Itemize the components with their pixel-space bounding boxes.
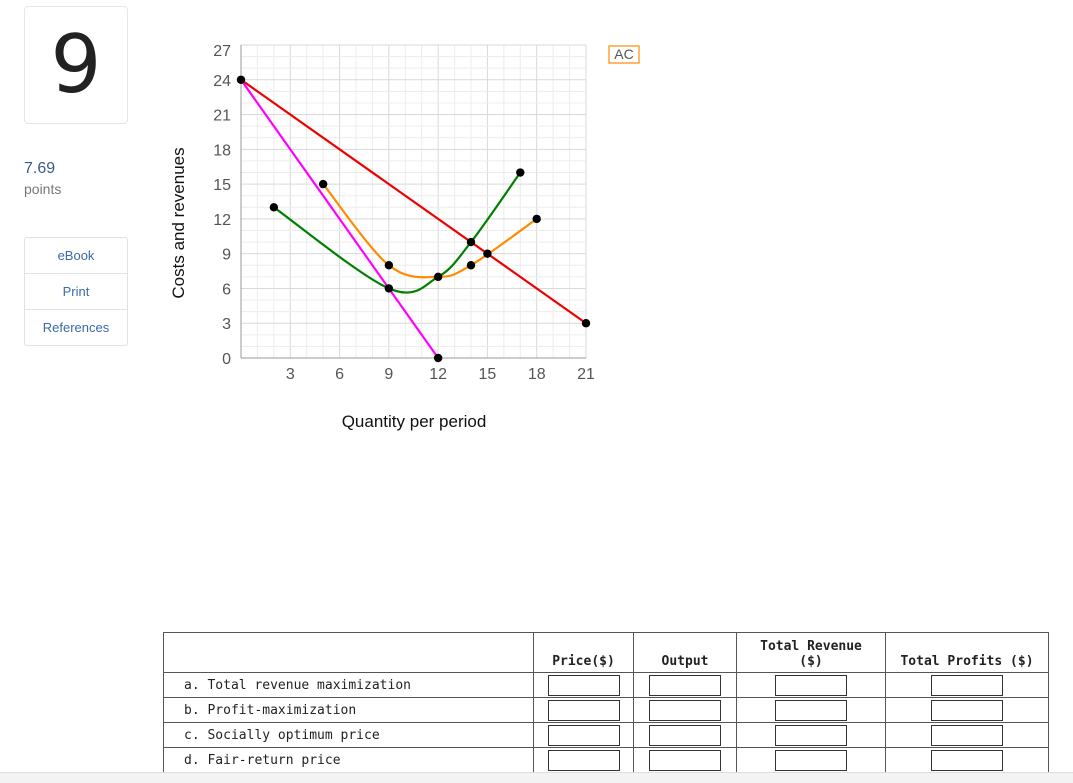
x-tick-label: 21 (577, 366, 595, 383)
x-tick-label: 18 (528, 366, 546, 383)
revenue-input-c[interactable] (775, 724, 847, 746)
price-input-d[interactable] (547, 749, 620, 771)
header-total-profits: Total Profits ($) (885, 632, 1049, 673)
y-tick-label: 3 (222, 316, 231, 333)
points-value: 7.69 (24, 160, 56, 177)
answer-table: Price($) Output Total Revenue ($) Total P… (163, 632, 1049, 773)
y-axis-title: Costs and revenues (169, 147, 188, 298)
ebook-link[interactable]: eBook (25, 238, 127, 274)
data-point (466, 261, 476, 270)
data-point (532, 214, 541, 224)
series-line-3 (240, 79, 440, 359)
points-label: points (24, 181, 62, 197)
header-total-revenue-line2: ($) (799, 654, 823, 669)
profits-input-b[interactable] (931, 699, 1003, 721)
price-input-c[interactable] (547, 724, 620, 746)
revenue-input-a[interactable] (775, 674, 847, 696)
y-tick-label: 24 (213, 73, 231, 90)
header-price: Price($) (533, 632, 634, 673)
y-tick-label: 9 (222, 247, 231, 264)
data-point (384, 284, 394, 293)
row-label-c: c. Socially optimum price (163, 722, 534, 748)
revenue-input-d[interactable] (775, 749, 847, 771)
y-tick-label: 0 (222, 351, 231, 368)
x-tick-label: 9 (384, 366, 393, 383)
output-input-b[interactable] (649, 699, 721, 721)
output-input-a[interactable] (649, 674, 721, 696)
table-row: b. Profit-maximization (163, 697, 1049, 723)
row-label-d: d. Fair-return price (163, 747, 534, 773)
header-output: Output (633, 632, 737, 673)
x-tick-label: 6 (335, 366, 344, 383)
revenue-input-b[interactable] (775, 699, 847, 721)
data-point (318, 179, 328, 189)
series-line-2 (240, 78, 587, 325)
data-point (384, 261, 394, 270)
profits-input-a[interactable] (931, 674, 1003, 696)
x-tick-label: 15 (479, 366, 497, 383)
output-input-d[interactable] (649, 749, 721, 771)
x-tick-label: 3 (286, 366, 295, 383)
ac-annotation: AC (608, 45, 640, 64)
y-tick-label: 15 (213, 177, 231, 194)
question-number: 9 (50, 18, 102, 111)
header-total-revenue-line1: Total Revenue (760, 639, 862, 654)
y-tick-label: 21 (213, 108, 231, 125)
cost-revenue-chart: 3 6 9 12 15 18 21 0 3 6 9 12 15 18 21 24 27 AC Costs and… (169, 43, 640, 431)
table-header-row: Price($) Output Total Revenue ($) Total P… (163, 632, 1049, 673)
question-number-box: 9 (24, 6, 128, 124)
chart-markers (236, 75, 591, 363)
references-link[interactable]: References (42, 320, 110, 335)
data-point (483, 249, 492, 258)
data-point (516, 168, 525, 177)
profits-input-d[interactable] (931, 749, 1003, 771)
x-tick-label: 12 (429, 366, 447, 383)
data-point (433, 353, 443, 363)
x-axis-title: Quantity per period (342, 412, 487, 431)
y-tick-label: 18 (213, 142, 231, 159)
output-input-c[interactable] (649, 724, 721, 746)
y-tick-label: 6 (222, 281, 231, 298)
table-row: c. Socially optimum price (163, 722, 1049, 748)
table-row: a. Total revenue maximization (163, 672, 1049, 698)
chart-grid (240, 44, 587, 359)
ac-annotation-label: AC (614, 46, 633, 62)
data-point (269, 203, 279, 212)
table-row: d. Fair-return price (163, 747, 1049, 773)
y-tick-label: 12 (213, 212, 231, 229)
data-point (466, 237, 476, 247)
side-links-panel: eBook Print References (24, 237, 128, 346)
header-total-revenue: Total Revenue ($) (736, 632, 886, 673)
row-label-a: a. Total revenue maximization (163, 672, 534, 698)
y-tick-label-partial: 27 (213, 43, 231, 60)
data-point (433, 272, 443, 282)
profits-input-c[interactable] (931, 724, 1003, 746)
price-input-b[interactable] (547, 699, 620, 721)
header-blank (163, 632, 534, 673)
data-point (236, 75, 246, 84)
bottom-strip (0, 772, 1073, 783)
chart-ticks: 3 6 9 12 15 18 21 0 3 6 9 12 15 18 21 24 27 (213, 43, 595, 383)
row-label-b: b. Profit-maximization (163, 697, 534, 723)
print-link[interactable]: Print (25, 274, 127, 310)
price-input-a[interactable] (547, 674, 620, 696)
data-point (581, 319, 591, 328)
